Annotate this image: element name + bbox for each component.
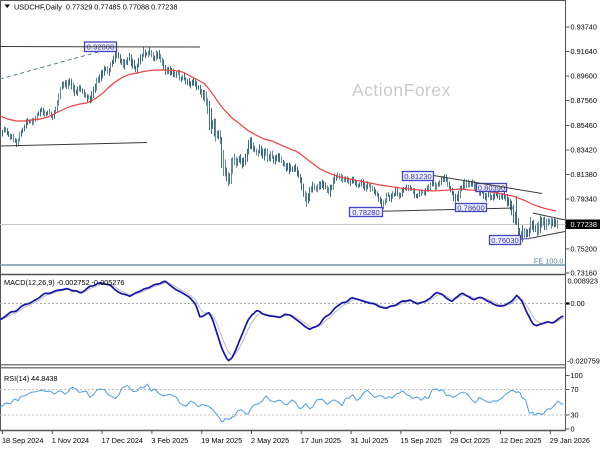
svg-text:0.89600: 0.89600 bbox=[571, 72, 597, 81]
svg-text:0.87560: 0.87560 bbox=[571, 96, 597, 105]
svg-text:0.83420: 0.83420 bbox=[571, 146, 597, 155]
svg-text:0.73160: 0.73160 bbox=[571, 269, 597, 278]
svg-text:15 Sep 2025: 15 Sep 2025 bbox=[400, 436, 441, 445]
svg-text:0.85460: 0.85460 bbox=[571, 121, 597, 130]
svg-text:1 Nov 2024: 1 Nov 2024 bbox=[52, 436, 89, 445]
svg-text:17 Dec 2024: 17 Dec 2024 bbox=[102, 436, 143, 445]
svg-text:ActionForex: ActionForex bbox=[352, 80, 451, 100]
svg-text:0.79340: 0.79340 bbox=[571, 195, 597, 204]
svg-text:31 Jul 2025: 31 Jul 2025 bbox=[351, 436, 389, 445]
svg-text:29 Jan 2026: 29 Jan 2026 bbox=[550, 436, 590, 445]
svg-text:USDCHF,Daily 0.77329 0.77485: USDCHF,Daily 0.77329 0.77485 0.77088 0.7… bbox=[14, 2, 177, 11]
svg-text:0.81230: 0.81230 bbox=[404, 172, 431, 181]
svg-text:0.80390: 0.80390 bbox=[478, 183, 505, 192]
svg-text:18 Sep 2024: 18 Sep 2024 bbox=[2, 436, 43, 445]
svg-text:29 Oct 2025: 29 Oct 2025 bbox=[450, 436, 490, 445]
svg-text:70: 70 bbox=[571, 385, 579, 394]
svg-text:0.00: 0.00 bbox=[571, 299, 585, 308]
svg-text:12 Dec 2025: 12 Dec 2025 bbox=[500, 436, 541, 445]
svg-text:3 Feb 2025: 3 Feb 2025 bbox=[151, 436, 188, 445]
svg-text:0.78280: 0.78280 bbox=[352, 208, 379, 217]
svg-text:100: 100 bbox=[571, 371, 583, 380]
svg-text:MACD(12,26,9) -0.002752 -0.005: MACD(12,26,9) -0.002752 -0.005276 bbox=[4, 278, 124, 287]
svg-text:30: 30 bbox=[571, 411, 579, 420]
svg-text:0.81380: 0.81380 bbox=[571, 170, 597, 179]
svg-text:FE 100.0: FE 100.0 bbox=[534, 257, 564, 266]
svg-text:0.93740: 0.93740 bbox=[571, 23, 597, 32]
svg-text:0: 0 bbox=[571, 425, 575, 434]
svg-text:RSI(14) 44.8438: RSI(14) 44.8438 bbox=[4, 374, 58, 383]
svg-text:0.75200: 0.75200 bbox=[571, 245, 597, 254]
svg-text:0.91640: 0.91640 bbox=[571, 47, 597, 56]
svg-text:0.76030: 0.76030 bbox=[491, 236, 518, 245]
svg-text:-0.020759: -0.020759 bbox=[567, 357, 600, 366]
svg-text:19 Mar 2025: 19 Mar 2025 bbox=[201, 436, 242, 445]
svg-text:0.008923: 0.008923 bbox=[568, 277, 598, 286]
svg-text:0.78600: 0.78600 bbox=[457, 203, 484, 212]
svg-text:0.77238: 0.77238 bbox=[571, 220, 597, 229]
svg-text:2 May 2025: 2 May 2025 bbox=[251, 436, 289, 445]
svg-text:17 Jun 2025: 17 Jun 2025 bbox=[301, 436, 341, 445]
